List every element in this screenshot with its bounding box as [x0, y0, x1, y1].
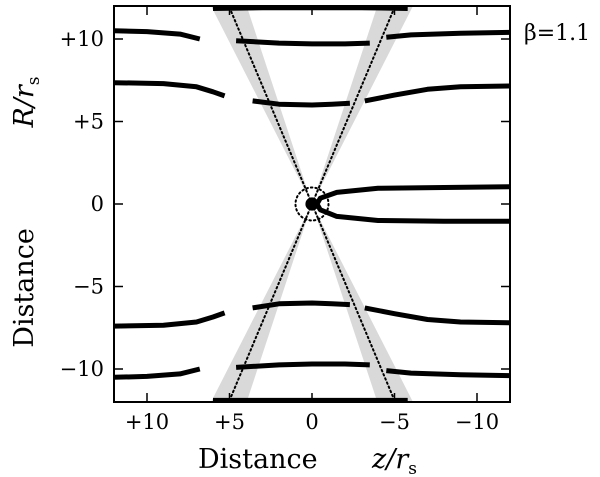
- trajectory-10: [114, 366, 201, 380]
- x-axis-unit-sub: s: [408, 459, 417, 477]
- cone-band-3: [312, 204, 413, 402]
- trajectory-series: [114, 6, 510, 402]
- trajectory-3: [114, 28, 201, 42]
- y-tick-label-3: −5: [73, 275, 104, 299]
- trajectory-14: [314, 184, 510, 224]
- y-tick-label-0: +10: [60, 27, 104, 51]
- trajectory-9: [364, 305, 510, 326]
- x-axis-unit-main: z/r: [371, 444, 410, 475]
- cone-dotted-line-1: [311, 6, 397, 205]
- y-axis-unit-main: R/r: [9, 83, 40, 128]
- x-tick-label-3: −5: [379, 410, 410, 434]
- central-body-group: [294, 186, 330, 222]
- x-axis-unit: z/rs: [371, 444, 417, 477]
- y-tick-label-1: +5: [73, 110, 104, 134]
- x-tick-label-0: +10: [125, 410, 169, 434]
- central-body: [305, 197, 319, 211]
- beta-annotation: β=1.1: [524, 21, 590, 46]
- y-axis-unit: R/rs: [9, 76, 44, 128]
- x-tick-label-4: −10: [455, 410, 499, 434]
- cone-dotted-line-3: [311, 203, 397, 402]
- cone-band-2: [211, 204, 312, 402]
- x-tick-label-1: +5: [214, 410, 245, 434]
- trajectory-5: [386, 29, 510, 40]
- y-tick-label-4: −10: [60, 357, 104, 381]
- dotted-circle: [294, 186, 330, 222]
- trajectory-0: [114, 80, 226, 99]
- axis-ticks: [114, 6, 510, 402]
- trajectory-11: [235, 361, 370, 370]
- cone-band-0: [211, 6, 312, 204]
- trajectory-4: [235, 38, 370, 47]
- y-tick-label-2: 0: [91, 192, 104, 216]
- x-tick-label-2: 0: [305, 410, 318, 434]
- trajectory-1: [252, 98, 351, 108]
- trajectory-6: [212, 6, 408, 11]
- y-axis-label: Distance: [9, 228, 40, 348]
- trajectory-7: [114, 310, 226, 329]
- trajectory-2: [364, 83, 510, 104]
- cone-shading: [211, 6, 413, 402]
- x-axis-label: Distance: [198, 444, 318, 475]
- trajectory-12: [386, 368, 510, 379]
- trajectory-8: [252, 300, 351, 311]
- tick-labels: +10 +5 0 −5 −10 +10 +5 0 −5 −10: [60, 27, 499, 434]
- cone-band-1: [312, 6, 413, 204]
- y-axis-unit-sub: s: [24, 76, 44, 85]
